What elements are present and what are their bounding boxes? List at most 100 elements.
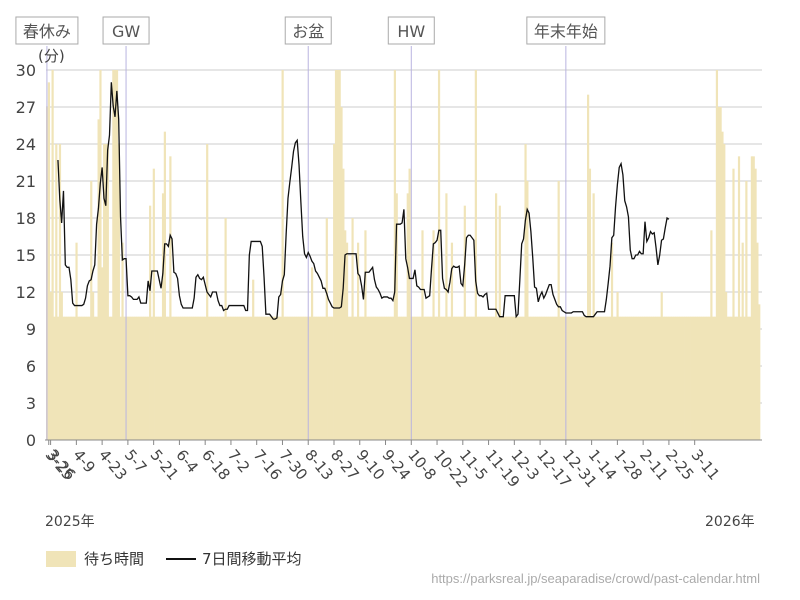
bar xyxy=(642,316,645,440)
bar xyxy=(377,316,380,440)
bar xyxy=(296,316,299,440)
bar xyxy=(544,316,547,440)
chart: (分) 0 3 6 9 12 15 18 21 24 27 30 3-264-94-235-75-2… xyxy=(15,16,762,491)
bar xyxy=(121,242,124,440)
bar xyxy=(726,316,730,440)
holiday-label-box xyxy=(102,16,150,45)
bar xyxy=(495,193,498,440)
bar xyxy=(730,316,733,440)
bar xyxy=(483,316,487,440)
bar xyxy=(561,316,564,440)
y-tick-labels: 0 3 6 9 12 15 18 21 24 27 30 xyxy=(16,61,36,450)
bar xyxy=(587,94,590,441)
x-tick-label: 3-11 xyxy=(688,446,724,484)
bar xyxy=(566,316,569,440)
bar xyxy=(191,316,194,440)
bar xyxy=(178,316,181,440)
bar xyxy=(263,316,266,440)
bar xyxy=(195,316,198,440)
holiday-label-text: 年末年始 xyxy=(534,22,598,41)
bar xyxy=(517,316,520,440)
bar xyxy=(572,316,575,440)
bar xyxy=(334,70,338,440)
bar xyxy=(382,316,385,440)
bar xyxy=(537,316,540,440)
bar xyxy=(570,316,573,440)
bar xyxy=(364,230,367,440)
bar xyxy=(371,316,374,440)
bar xyxy=(379,316,382,440)
bar xyxy=(426,316,430,440)
bar xyxy=(283,316,286,440)
bar xyxy=(585,316,588,440)
bar xyxy=(423,316,426,440)
bar xyxy=(253,316,257,440)
bar xyxy=(369,316,373,440)
bar xyxy=(655,316,658,440)
legend-line-label: 7日間移動平均 xyxy=(202,550,302,568)
holiday-label-text: 春休み xyxy=(23,22,71,41)
bar xyxy=(353,316,356,440)
bar xyxy=(309,316,312,440)
bar xyxy=(375,316,378,440)
bar xyxy=(688,316,691,440)
bar xyxy=(292,316,295,440)
bar xyxy=(541,316,544,440)
bar xyxy=(141,316,144,440)
bar xyxy=(266,316,270,440)
bar xyxy=(436,316,439,440)
bar xyxy=(634,316,638,440)
bar xyxy=(454,316,457,440)
bar xyxy=(653,316,656,440)
bar xyxy=(312,316,316,440)
holiday-label-box xyxy=(15,16,79,45)
bar xyxy=(156,316,159,440)
bar xyxy=(119,316,122,440)
bar xyxy=(728,316,731,440)
bar xyxy=(187,316,190,440)
bar xyxy=(318,316,321,440)
bar xyxy=(149,205,152,440)
bar xyxy=(316,316,319,440)
bar xyxy=(710,230,713,440)
bar xyxy=(147,316,150,440)
bar xyxy=(347,316,350,440)
bar xyxy=(84,316,87,440)
bar xyxy=(552,316,555,440)
legend-line-swatch xyxy=(166,557,197,560)
bar xyxy=(79,316,82,440)
bar xyxy=(752,156,755,441)
bar xyxy=(279,316,282,440)
bar xyxy=(86,316,89,440)
bar xyxy=(231,316,235,440)
bar xyxy=(134,316,137,440)
holiday-label-box xyxy=(526,16,606,45)
bar xyxy=(55,144,58,440)
bar xyxy=(432,230,435,440)
bar xyxy=(598,316,601,440)
x-tick-label: 2-11 xyxy=(636,446,672,484)
bar xyxy=(616,292,619,440)
y-tick-label: 12 xyxy=(16,283,36,302)
bar xyxy=(386,316,389,440)
holiday-label: 春休み xyxy=(15,16,79,45)
bar xyxy=(509,316,512,440)
bar xyxy=(476,316,479,440)
bar xyxy=(163,131,166,440)
bar xyxy=(577,316,581,440)
bar xyxy=(136,316,139,440)
bar xyxy=(458,316,461,440)
bar xyxy=(631,316,634,440)
bar xyxy=(697,316,700,440)
bar xyxy=(57,316,60,440)
bar xyxy=(708,316,711,440)
holiday-label-text: GW xyxy=(112,22,140,41)
holiday-label: GW xyxy=(102,16,150,45)
bar xyxy=(506,316,509,440)
bar xyxy=(469,316,472,440)
bar xyxy=(277,316,281,440)
bar xyxy=(750,156,753,441)
bar xyxy=(209,316,212,440)
bar xyxy=(239,316,242,440)
bar xyxy=(629,316,632,440)
